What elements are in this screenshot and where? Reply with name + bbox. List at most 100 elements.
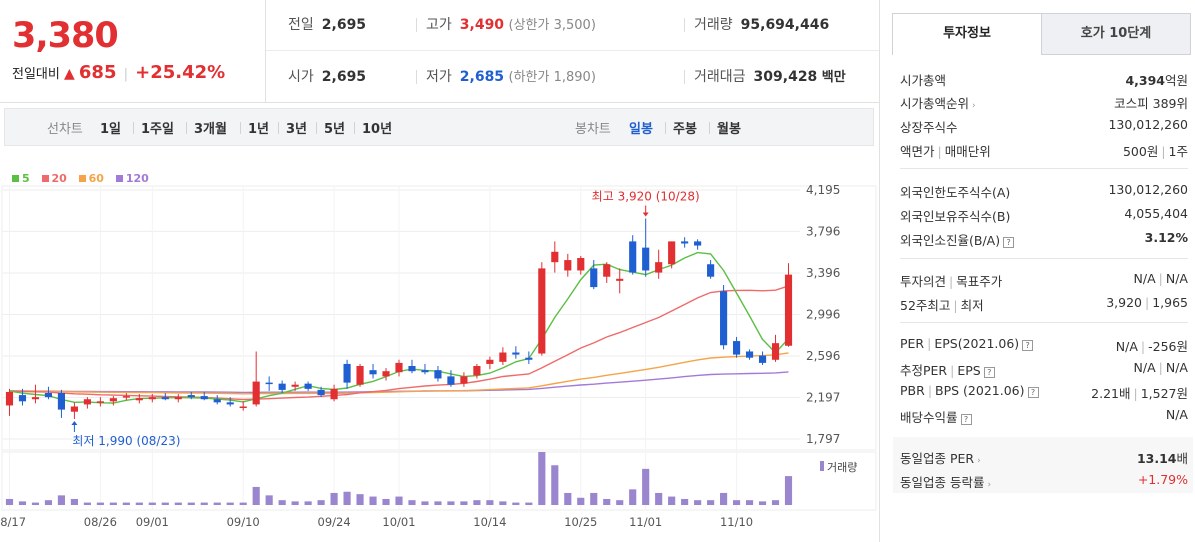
candle-body (473, 366, 481, 376)
volume-bar (31, 502, 40, 505)
chevron-right-icon: › (972, 101, 976, 111)
x-tick-label: 11/10 (720, 515, 753, 529)
low-annotation: 최저 1,990 (08/23) (72, 434, 180, 448)
volume-bar (96, 502, 104, 505)
candlestick-chart[interactable]: 4,195 3,796 3,396 2,996 2,596 2,197 1,797 08/17… (0, 160, 879, 542)
candle-weekly[interactable]: 주봉 (673, 122, 697, 137)
open-price: 시가 2,695 (288, 69, 367, 85)
opinion-row: 투자의견 | 목표주가 N/A | N/A (900, 271, 1188, 289)
candle-body (57, 393, 65, 410)
candle-body (148, 397, 156, 400)
candle-body (694, 241, 702, 246)
help-icon[interactable]: ? (983, 367, 995, 378)
volume-bar (616, 500, 624, 505)
candle-body (720, 291, 728, 346)
help-icon[interactable]: ? (1022, 340, 1034, 351)
market-cap-rank-row[interactable]: 시가총액순위 › 코스피 389위 (900, 96, 1188, 111)
ma60-line (9, 352, 789, 395)
x-tick-label: 11/01 (629, 515, 662, 529)
low-arrow-head (71, 420, 78, 425)
candle-body (616, 278, 624, 281)
period-5y[interactable]: 5년 (324, 122, 346, 137)
industry-change-row[interactable]: 동일업종 등락률 › +1.79% (900, 472, 1188, 490)
volume-bar (447, 501, 455, 505)
candle-daily[interactable]: 일봉 (629, 122, 653, 137)
volume-bar (148, 502, 156, 505)
period-1w[interactable]: 1주일 (141, 122, 174, 137)
period-10y[interactable]: 10년 (362, 122, 393, 137)
volume-bar (733, 500, 741, 505)
y-tick-label: 2,996 (806, 308, 840, 322)
market-cap-row: 시가총액 4,394억원 (900, 73, 1188, 88)
candle-body (252, 381, 260, 405)
tab-investment-info[interactable]: 투자정보 (892, 13, 1042, 55)
volume-bar (564, 492, 572, 505)
divider (416, 70, 417, 84)
volume-bar (239, 502, 247, 505)
current-price-box: 3,380 전일대비 ▲ 685 | +25.42% (0, 0, 266, 103)
volume-bar (434, 501, 442, 505)
help-icon[interactable]: ? (1027, 387, 1039, 398)
volume-bar (213, 502, 221, 505)
volume-bar (135, 502, 143, 505)
volume-bar (668, 496, 676, 505)
help-icon[interactable]: ? (1003, 237, 1015, 248)
volume-bar (590, 492, 598, 505)
price-stats: 전일 2,695 고가 3,490 (상한가 3,500) 거래량 95,694,44… (266, 0, 879, 103)
candle-body (564, 260, 572, 271)
candle-body (733, 341, 741, 355)
period-1d[interactable]: 1일 (100, 122, 122, 137)
candle-body (434, 370, 442, 379)
volume-bar (486, 500, 494, 505)
volume-bar (356, 494, 364, 505)
foreign-hold-row: 외국인보유주식수(B) 4,055,404 (900, 206, 1188, 224)
candle-body (31, 397, 40, 400)
y-tick-label: 4,195 (806, 183, 840, 197)
candle-body (317, 389, 325, 396)
volume-bar (122, 502, 130, 505)
candle-body (187, 395, 195, 398)
candle-body (512, 352, 520, 355)
candle-body (460, 376, 468, 384)
x-tick-label: 09/10 (227, 515, 260, 529)
volume-bar (525, 502, 533, 505)
volume-bar (421, 501, 429, 505)
volume-bar (512, 502, 520, 505)
price-summary: 3,380 전일대비 ▲ 685 | +25.42% 전일 2,695 고가 3,4… (0, 0, 879, 103)
volume-bar (382, 498, 390, 505)
volume-bar (252, 486, 260, 505)
period-3m[interactable]: 3개월 (194, 122, 227, 137)
tab-orderbook[interactable]: 호가 10단계 (1041, 13, 1191, 55)
industry-per-row[interactable]: 동일업종 PER › 13.14배 (900, 451, 1188, 466)
volume-bar (265, 495, 273, 505)
info-tabs: 호가 10단계 투자정보 (892, 13, 1191, 55)
volume-bar (330, 492, 338, 505)
pbr-row: PBR | BPS (2021.06)? 2.21배 | 1,527원 (900, 383, 1188, 401)
price-plot-frame (1, 185, 877, 451)
candle-body (784, 274, 793, 346)
change-rate: +25.42% (135, 62, 226, 83)
candle-monthly[interactable]: 월봉 (717, 122, 741, 137)
volume-bar (369, 496, 377, 505)
candle-body (239, 406, 247, 408)
period-1y[interactable]: 1년 (248, 122, 270, 137)
candle-chart-label: 봉차트 (575, 122, 611, 137)
candle-body (382, 371, 390, 377)
volume-bar (538, 452, 546, 505)
ma-legend-20: 20 (41, 172, 67, 185)
y-tick-label: 2,596 (806, 349, 840, 363)
y-tick-label: 3,396 (806, 266, 840, 280)
y-tick-label: 3,796 (806, 224, 840, 238)
candle-body (122, 396, 130, 398)
candle-body (681, 241, 689, 244)
candle-body (18, 395, 27, 402)
day-low: 저가 2,685 (하한가 1,890) (426, 69, 596, 85)
period-3y[interactable]: 3년 (286, 122, 308, 137)
volume-bar (57, 495, 65, 505)
volume-bar (395, 496, 403, 505)
volume-bar (226, 502, 234, 505)
volume-bar (187, 502, 195, 505)
help-icon[interactable]: ? (960, 414, 972, 425)
x-tick-label: 09/01 (136, 515, 169, 529)
